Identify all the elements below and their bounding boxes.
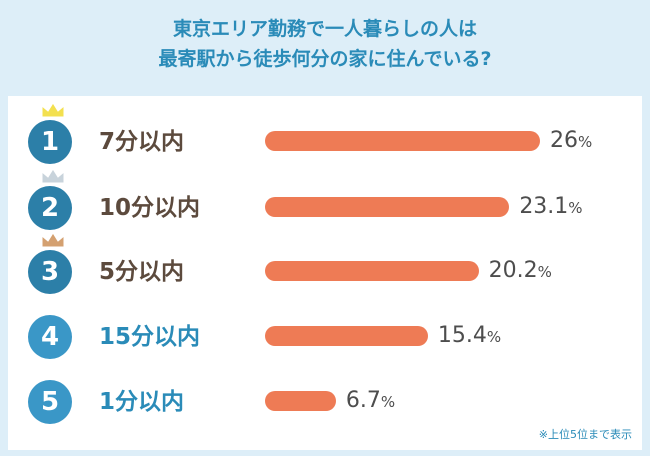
percent-unit: % xyxy=(578,133,593,151)
value-label: 26% xyxy=(550,126,592,157)
percent-unit: % xyxy=(380,393,396,411)
ranking-panel: 1 7分以内 26% 2 10分以内 23.1% 3 5分以内 20.2% 4 15分以内 15.4%… xyxy=(8,96,642,450)
value-label: 20.2% xyxy=(489,256,552,287)
rank-badge: 3 xyxy=(28,250,72,294)
value-number: 20.2 xyxy=(488,258,538,283)
percent-unit: % xyxy=(568,199,583,217)
chart-title: 東京エリア勤務で一人暮らしの人は 最寄駅から徒歩何分の家に住んでいる? xyxy=(0,14,650,74)
value-label: 6.7% xyxy=(346,386,395,417)
percent-unit: % xyxy=(486,328,502,346)
category-label: 7分以内 xyxy=(99,129,185,155)
crown-icon xyxy=(41,232,65,248)
rank-badge: 1 xyxy=(28,120,72,164)
ranking-row: 5 1分以内 6.7% xyxy=(8,376,642,426)
value-bar xyxy=(265,131,540,151)
rank-badge: 4 xyxy=(28,315,72,359)
category-label: 5分以内 xyxy=(99,259,185,285)
value-bar xyxy=(265,197,510,217)
rank-badge: 5 xyxy=(28,380,72,424)
value-number: 6.7 xyxy=(345,388,381,413)
value-bar xyxy=(265,261,479,281)
value-number: 15.4 xyxy=(437,323,487,348)
title-line-2: 最寄駅から徒歩何分の家に住んでいる? xyxy=(158,48,492,70)
value-label: 23.1% xyxy=(519,192,582,223)
value-number: 26 xyxy=(550,128,578,153)
category-label: 15分以内 xyxy=(99,324,201,350)
rank-badge: 2 xyxy=(28,186,72,230)
ranking-row: 3 5分以内 20.2% xyxy=(8,232,642,296)
title-line-1: 東京エリア勤務で一人暮らしの人は xyxy=(172,18,477,40)
footnote: ※上位5位まで表示 xyxy=(538,428,632,441)
ranking-row: 1 7分以内 26% xyxy=(8,102,642,166)
value-number: 23.1 xyxy=(519,194,569,219)
value-bar xyxy=(265,326,428,346)
crown-icon xyxy=(41,102,65,118)
percent-unit: % xyxy=(537,263,552,281)
category-label: 1分以内 xyxy=(99,389,185,415)
ranking-row: 2 10分以内 23.1% xyxy=(8,168,642,232)
category-label: 10分以内 xyxy=(99,195,201,221)
crown-icon xyxy=(41,168,65,184)
value-label: 15.4% xyxy=(438,321,501,352)
value-bar xyxy=(265,391,336,411)
ranking-row: 4 15分以内 15.4% xyxy=(8,311,642,361)
